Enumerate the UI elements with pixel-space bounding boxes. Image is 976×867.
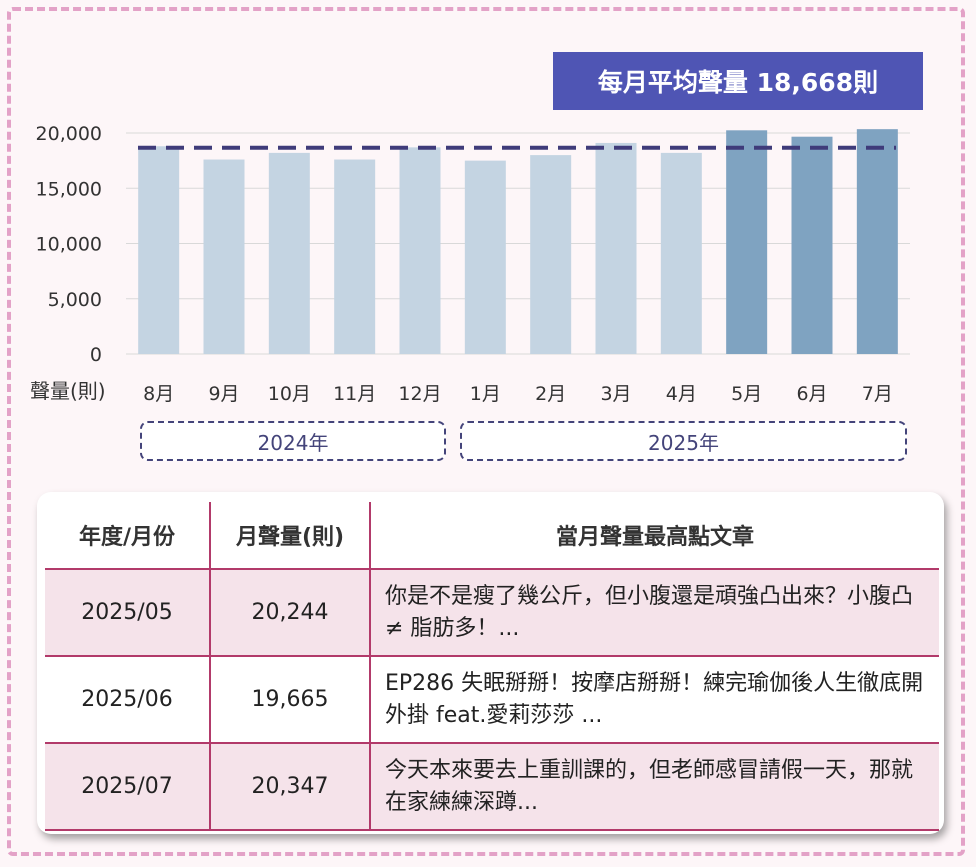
x-tick-label: 3月 xyxy=(600,383,631,405)
table-row: 2025/05 20,244 你是不是瘦了幾公斤，但小腹還是頑強凸出來？小腹凸 … xyxy=(45,569,939,657)
x-tick-label: 10月 xyxy=(268,383,311,405)
y-tick-label: 10,000 xyxy=(36,234,102,256)
y-axis-label: 聲量(則) xyxy=(30,379,106,403)
year-group-2024: 2024年 xyxy=(140,421,446,461)
x-tick-label: 8月 xyxy=(143,383,174,405)
row-volume: 20,347 xyxy=(209,743,370,831)
x-tick-label: 2月 xyxy=(535,383,566,405)
row-article: EP286 失眠掰掰！按摩店掰掰！練完瑜伽後人生徹底開外掛 feat.愛莉莎莎 … xyxy=(369,656,939,744)
table-row: 2025/07 20,347 今天本來要去上重訓課的，但老師感冒請假一天，那就在… xyxy=(45,743,939,831)
year-group-2025: 2025年 xyxy=(460,421,907,461)
bar xyxy=(203,159,245,354)
x-tick-label: 4月 xyxy=(666,383,697,405)
bar xyxy=(138,146,180,354)
x-tick-label: 9月 xyxy=(208,383,239,405)
y-tick-label: 5,000 xyxy=(48,289,102,311)
x-tick-label: 11月 xyxy=(333,383,376,405)
row-volume: 19,665 xyxy=(209,656,370,744)
x-tick-label: 7月 xyxy=(862,383,893,405)
row-article: 你是不是瘦了幾公斤，但小腹還是頑強凸出來？小腹凸 ≠ 脂肪多！... xyxy=(369,569,939,657)
row-volume: 20,244 xyxy=(209,569,370,657)
bar xyxy=(791,136,833,354)
bar xyxy=(856,129,898,354)
header-volume: 月聲量(則) xyxy=(209,502,370,570)
bar xyxy=(595,142,637,354)
header-article: 當月聲量最高點文章 xyxy=(369,502,939,570)
page-frame xyxy=(7,7,965,856)
header-period: 年度/月份 xyxy=(45,502,210,570)
bar xyxy=(334,159,376,354)
y-tick-label: 20,000 xyxy=(36,123,102,145)
table-header-row: 年度/月份 月聲量(則) 當月聲量最高點文章 xyxy=(45,502,939,570)
row-period: 2025/07 xyxy=(45,743,210,831)
bar xyxy=(268,152,310,354)
top-articles-card: 年度/月份 月聲量(則) 當月聲量最高點文章 2025/05 20,244 你是… xyxy=(37,492,944,834)
x-tick-label: 6月 xyxy=(796,383,827,405)
x-tick-label: 12月 xyxy=(398,383,441,405)
bar-chart: 0 5,000 10,000 15,000 20,000 8月 9月 10月 11月 12月 1月 2… xyxy=(36,123,910,405)
bar xyxy=(726,130,768,354)
y-tick-label: 15,000 xyxy=(36,178,102,200)
row-period: 2025/06 xyxy=(45,656,210,744)
bar xyxy=(530,155,572,354)
x-tick-label: 5月 xyxy=(731,383,762,405)
row-period: 2025/05 xyxy=(45,569,210,657)
x-tick-label: 1月 xyxy=(470,383,501,405)
bar xyxy=(464,160,506,354)
bar xyxy=(399,147,441,354)
average-banner: 每月平均聲量 18,668則 xyxy=(553,52,923,110)
y-tick-label: 0 xyxy=(90,344,102,366)
row-article: 今天本來要去上重訓課的，但老師感冒請假一天，那就在家練練深蹲... xyxy=(369,743,939,831)
bar xyxy=(660,152,702,354)
table-row: 2025/06 19,665 EP286 失眠掰掰！按摩店掰掰！練完瑜伽後人生徹… xyxy=(45,656,939,744)
top-articles-table: 年度/月份 月聲量(則) 當月聲量最高點文章 2025/05 20,244 你是… xyxy=(45,502,939,831)
